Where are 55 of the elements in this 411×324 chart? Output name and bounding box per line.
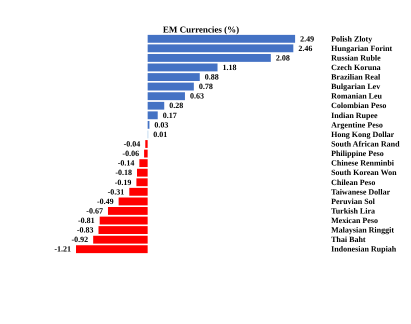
y-tick-label: Czech Koruna xyxy=(331,62,381,72)
y-tick-label: Thai Baht xyxy=(331,235,366,244)
chart-title: EM Currencies (%) xyxy=(162,24,240,34)
bar xyxy=(136,168,148,177)
y-tick-label: Philippine Peso xyxy=(331,149,384,158)
data-label: -0.81 xyxy=(78,216,95,226)
data-label: -0.92 xyxy=(72,235,88,244)
bar xyxy=(76,245,148,254)
y-tick-label: Polish Zloty xyxy=(331,34,372,44)
data-label: 0.03 xyxy=(154,120,168,130)
data-label: 0.28 xyxy=(169,101,184,110)
y-tick-label: Russian Ruble xyxy=(331,53,382,62)
bar xyxy=(148,102,164,110)
data-label: -0.14 xyxy=(118,158,134,168)
data-label: 0.88 xyxy=(204,72,219,82)
y-tick-label: Chinese Renminbi xyxy=(331,158,395,168)
bar xyxy=(129,188,148,196)
data-label: -0.18 xyxy=(115,168,132,178)
y-tick-label: Argentine Peso xyxy=(331,120,383,130)
y-tick-label: Bulgarian Lev xyxy=(331,82,380,92)
y-tick-label: Malaysian Ringgit xyxy=(331,226,394,235)
y-tick-label: Hungarian Forint xyxy=(331,44,393,53)
data-label: -0.06 xyxy=(122,149,140,158)
y-tick-label: South African Rand xyxy=(331,140,400,148)
data-label: 0.63 xyxy=(190,92,204,101)
data-label: -0.49 xyxy=(96,196,114,206)
data-label: 1.18 xyxy=(222,62,237,72)
bar xyxy=(136,178,148,186)
bar xyxy=(148,92,185,100)
y-tick-label: Indian Rupee xyxy=(331,110,378,120)
y-tick-label: Chilean Peso xyxy=(331,178,376,187)
y-tick-label: Hong Kong Dollar xyxy=(331,130,395,139)
y-tick-label: South Korean Won xyxy=(331,168,398,178)
data-label: -0.67 xyxy=(86,206,103,216)
y-tick-label: Romanian Leu xyxy=(331,92,383,101)
y-tick-label: Taiwanese Dollar xyxy=(331,187,391,196)
data-label: -0.19 xyxy=(114,178,132,187)
y-tick-label: Turkish Lira xyxy=(331,206,376,216)
data-label: -0.83 xyxy=(76,226,94,235)
bar xyxy=(148,34,296,43)
data-label: -0.31 xyxy=(108,187,124,196)
data-label: 0.17 xyxy=(162,110,177,120)
y-tick-label: Mexican Peso xyxy=(331,216,378,226)
data-label: 0.78 xyxy=(198,82,213,92)
data-label: 2.46 xyxy=(298,44,312,53)
data-label: -1.21 xyxy=(54,244,71,254)
y-tick-label: Brazilian Real xyxy=(331,72,381,82)
y-tick-label: Peruvian Sol xyxy=(331,196,376,206)
bar xyxy=(148,111,158,120)
data-label: -0.04 xyxy=(124,140,140,148)
data-label: 2.49 xyxy=(300,34,314,44)
y-tick-label: Colombian Peso xyxy=(331,101,386,110)
data-label: 2.08 xyxy=(276,53,290,62)
data-label: 0.01 xyxy=(153,130,168,139)
y-tick-label: Indonesian Rupiah xyxy=(331,244,397,254)
